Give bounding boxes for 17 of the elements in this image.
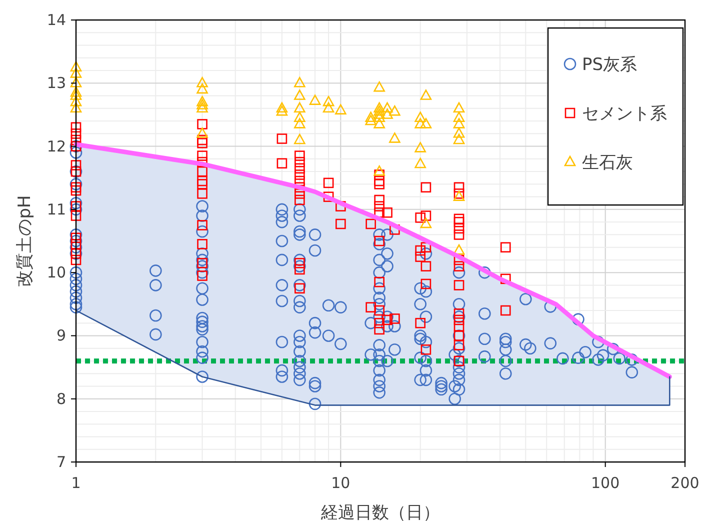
- y-tick-label: 9: [56, 326, 66, 345]
- y-tick-label: 13: [46, 74, 66, 92]
- y-tick-label: 12: [46, 137, 66, 156]
- x-tick-label: 1: [71, 474, 81, 492]
- x-tick-label: 10: [331, 474, 350, 492]
- x-axis-title: 経過日数（日）: [320, 503, 440, 521]
- y-tick-label: 14: [46, 11, 66, 29]
- legend-label: セメント系: [582, 104, 667, 124]
- y-tick-label: 8: [56, 390, 66, 408]
- x-tick-label: 200: [670, 474, 700, 492]
- y-tick-label: 10: [46, 264, 66, 282]
- y-tick-label: 7: [56, 453, 66, 471]
- y-tick-label: 11: [46, 200, 66, 218]
- legend-label: 生石灰: [582, 153, 633, 173]
- x-tick-label: 100: [591, 474, 620, 492]
- legend-label: PS灰系: [582, 55, 638, 75]
- y-axis-title: 改質土のpH: [15, 195, 35, 287]
